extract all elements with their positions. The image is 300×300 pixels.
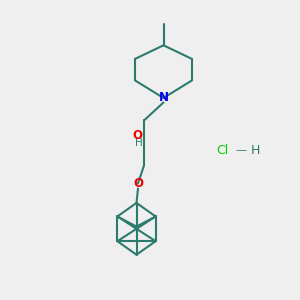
Text: H: H <box>135 138 142 148</box>
Text: Cl: Cl <box>216 143 228 157</box>
Text: N: N <box>158 92 169 104</box>
Text: O: O <box>133 129 142 142</box>
Text: —: — <box>236 145 247 155</box>
Text: H: H <box>250 143 260 157</box>
Text: O: O <box>133 177 143 190</box>
